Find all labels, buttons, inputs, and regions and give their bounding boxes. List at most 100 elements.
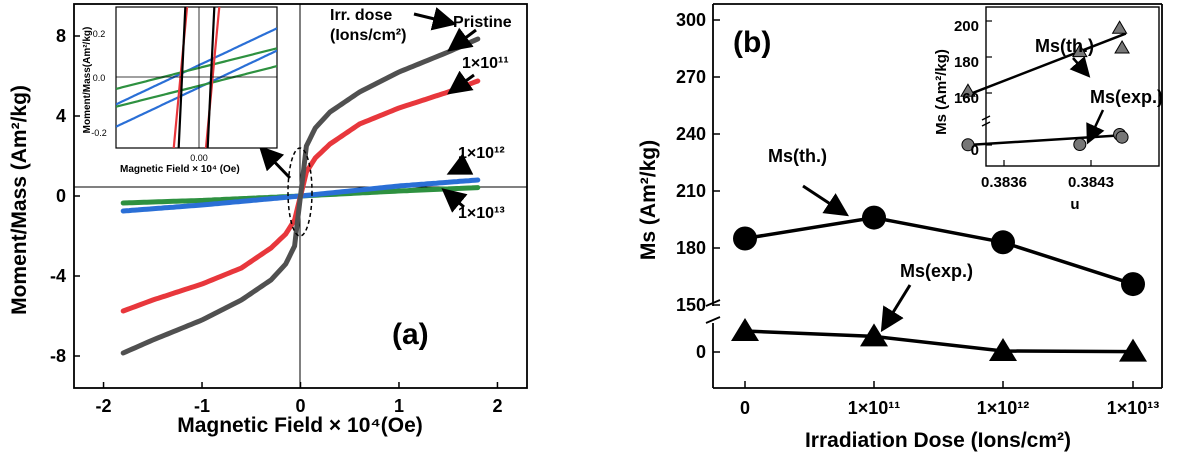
b-y-tick-label: 300 (676, 10, 706, 30)
inset-a-loop-0-lower (116, 49, 277, 128)
ms-exp-marker (860, 323, 888, 347)
inset-b-exp-marker (1115, 130, 1129, 144)
inset-a-xtick: 0.00 (190, 153, 208, 163)
annot-ms-th: Ms(th.) (768, 146, 827, 166)
series-line-ms-th (744, 215, 1134, 286)
b-y-tick-label: 180 (676, 238, 706, 258)
legend-1e11-arrow (447, 70, 475, 95)
panel-a-curves (120, 36, 481, 356)
ms-exp-marker (1119, 338, 1147, 362)
inset-a-loop-1-upper (116, 47, 277, 90)
panel-b-series (731, 205, 1147, 362)
ms-th-marker (1121, 272, 1145, 297)
inset-a-ytick-0: -0.2 (91, 128, 107, 138)
y-tick-label: -8 (50, 346, 66, 366)
y-tick-label: 0 (56, 186, 66, 206)
inset-b-annot-th-arrow (1069, 56, 1091, 78)
inset-b-ytick-0: 0 (971, 142, 979, 159)
panel-a-inset: 0.2 0.0 -0.2 0.00 Magnetic Field × 10⁴ (… (82, 6, 278, 175)
b-x-tick-label: 1×10¹³ (1107, 398, 1160, 418)
inset-b-xtick-1: 0.3843 (1068, 174, 1114, 191)
zoom-pointer-arrow (258, 145, 292, 180)
panel-a-ticks: -2 -1 0 1 2 -8 -4 0 4 8 (50, 26, 502, 416)
x-tick-label: 2 (492, 396, 502, 416)
inset-a-loop-0-upper (116, 27, 277, 106)
inset-b-ytick-160: 160 (954, 90, 979, 107)
panel-a-label: (a) (392, 318, 429, 351)
legend-1e13: 1×10¹³ (458, 205, 505, 222)
inset-b-annot-th: Ms(th.) (1035, 36, 1094, 56)
b-y-tick-label: 240 (676, 124, 706, 144)
series-line-0 (120, 36, 481, 356)
inset-b-exp-marker (961, 138, 975, 152)
x-tick-label: -1 (194, 396, 210, 416)
x-tick-label: 0 (295, 396, 305, 416)
panel-b: 150 180 210 240 270 300 0 0 1×10¹¹ 1×10¹² 1×10¹³ (… (637, 3, 1163, 452)
inset-b-th-marker (960, 83, 976, 97)
x-tick-label: -2 (96, 396, 112, 416)
inset-a-xlabel: Magnetic Field × 10⁴ (Oe) (120, 164, 240, 175)
annot-ms-th-arrow (802, 184, 850, 217)
b-y-tick-label: 270 (676, 67, 706, 87)
inset-b-annot-exp-arrow (1086, 109, 1105, 145)
legend-1e11: 1×10¹¹ (462, 55, 509, 72)
inset-b-annot-exp: Ms(exp.) (1090, 87, 1163, 107)
legend-pristine: Pristine (453, 14, 512, 31)
y-tick-label: 4 (56, 106, 66, 126)
panel-b-label: (b) (733, 26, 771, 59)
inset-b-exp-marker (1073, 138, 1087, 151)
inset-b-th-marker (1114, 40, 1130, 54)
inset-b-xtick-0: 0.3836 (981, 174, 1027, 191)
inset-b-ytick-180: 180 (954, 54, 979, 71)
ms-th-marker (733, 226, 757, 251)
axis-break-mark-2 (705, 316, 721, 324)
panel-a: -2 -1 0 1 2 -8 -4 0 4 8 (a) Magnetic Field × 10⁴(… (8, 3, 528, 437)
inset-a-ytick-1: 0.0 (93, 73, 106, 83)
panel-b-ylabel: Ms (Am²/kg) (637, 140, 660, 260)
inset-a-loop-1-lower (116, 65, 277, 108)
panel-a-xlabel: Magnetic Field × 10⁴(Oe) (177, 414, 423, 437)
panel-b-ticks: 150 180 210 240 270 300 0 0 1×10¹¹ 1×10¹² 1×10¹³ (676, 10, 1159, 418)
ms-th-marker (862, 205, 886, 230)
inset-b-break-1 (981, 115, 991, 121)
panel-b-inset: 0.3836 0.3843 u Ms (Am²/kg) 200 180 160 … (933, 6, 1163, 213)
panel-b-xlabel: Irradiation Dose (Ions/cm²) (805, 429, 1071, 452)
legend-1e12-arrow (446, 153, 474, 175)
inset-b-fit-th (967, 32, 1127, 96)
annot-ms-exp: Ms(exp.) (900, 261, 973, 281)
legend-title-line1: Irr. dose (330, 7, 392, 24)
ms-exp-marker (989, 338, 1017, 361)
inset-a-curves (116, 7, 277, 148)
y-tick-label: -4 (50, 266, 66, 286)
inset-b-ytick-200: 200 (954, 18, 979, 35)
inset-b-xlabel: u (1070, 196, 1079, 213)
ms-exp-marker (731, 318, 759, 341)
legend-1e13-arrow (441, 188, 468, 213)
inset-a-ylabel: Moment/Mass(Am²/kg) (82, 27, 93, 134)
annot-ms-exp-arrow (880, 284, 912, 333)
b-y-tick-label: 210 (676, 181, 706, 201)
series-line-ms-exp (744, 329, 1134, 354)
b-x-tick-label: 1×10¹² (977, 398, 1030, 418)
b-y-tick-label: 0 (696, 342, 706, 362)
inset-b-th-marker (1111, 20, 1128, 34)
legend-title-line2: (Ions/cm²) (330, 27, 406, 44)
inset-b-content (960, 20, 1130, 166)
panel-a-ylabel: Moment/Mass (Am²/kg) (8, 85, 31, 315)
y-tick-label: 8 (56, 26, 66, 46)
zoom-ellipse (287, 147, 313, 237)
x-tick-label: 1 (394, 396, 404, 416)
b-x-tick-label: 1×10¹¹ (848, 398, 901, 418)
legend-pristine-arrow (413, 7, 457, 31)
inset-b-ylabel: Ms (Am²/kg) (933, 49, 950, 135)
b-y-tick-label: 150 (676, 295, 706, 315)
b-x-tick-label: 0 (740, 398, 750, 418)
ms-th-marker (991, 230, 1015, 255)
legend-pristine-pointer (447, 27, 477, 52)
inset-b-break-2 (981, 121, 991, 127)
inset-a-ytick-2: 0.2 (93, 29, 106, 39)
inset-a-frame (115, 6, 278, 149)
legend-1e12: 1×10¹² (458, 145, 505, 162)
axis-break-mark-1 (705, 299, 721, 307)
